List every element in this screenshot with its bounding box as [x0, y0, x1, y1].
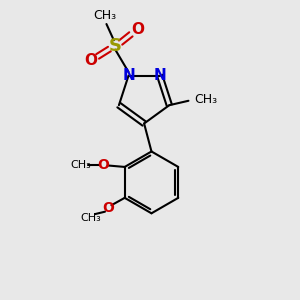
Text: O: O: [98, 158, 110, 172]
Text: CH₃: CH₃: [70, 160, 91, 170]
Text: O: O: [131, 22, 144, 38]
Text: CH₃: CH₃: [93, 9, 116, 22]
Text: O: O: [103, 201, 114, 215]
Text: CH₃: CH₃: [194, 93, 218, 106]
Text: S: S: [109, 37, 122, 55]
Text: CH₃: CH₃: [80, 214, 101, 224]
Text: N: N: [153, 68, 166, 83]
Text: N: N: [122, 68, 135, 83]
Text: O: O: [84, 53, 97, 68]
